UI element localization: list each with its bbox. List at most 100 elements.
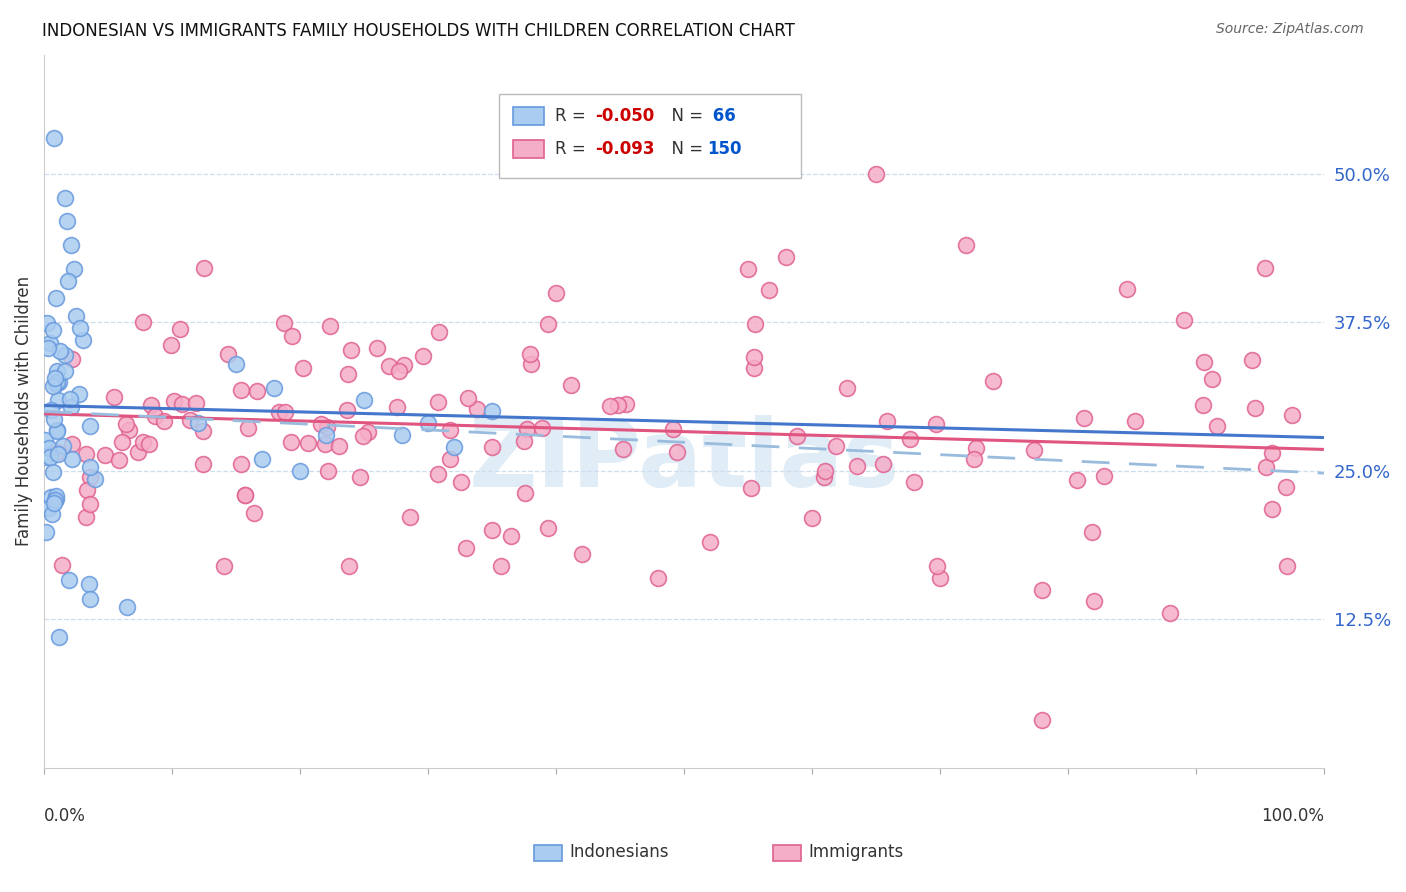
- Point: [606, 398, 628, 412]
- Point: [56, 214, 79, 228]
- Point: [233, 488, 256, 502]
- Point: [58, 573, 80, 587]
- Point: [336, 368, 359, 382]
- Point: [387, 401, 409, 415]
- Point: [111, 435, 134, 450]
- Point: [69, 321, 91, 335]
- Point: [427, 394, 450, 409]
- Point: [537, 318, 560, 332]
- Point: [1066, 474, 1088, 488]
- Point: [328, 439, 350, 453]
- Point: [1092, 469, 1115, 483]
- Point: [1254, 261, 1277, 276]
- Point: [315, 428, 337, 442]
- Point: [876, 415, 898, 429]
- Point: [929, 571, 952, 585]
- Point: [58, 274, 80, 288]
- Point: [1201, 371, 1223, 385]
- Point: [872, 457, 894, 471]
- Point: [439, 452, 461, 467]
- Point: [60, 352, 83, 367]
- Text: -0.093: -0.093: [595, 140, 654, 158]
- Point: [41, 403, 63, 417]
- Point: [699, 535, 721, 549]
- Text: N =: N =: [661, 140, 709, 158]
- Point: [288, 464, 311, 478]
- Point: [530, 421, 553, 435]
- Point: [981, 374, 1004, 388]
- Point: [865, 167, 887, 181]
- Point: [399, 510, 422, 524]
- Point: [79, 496, 101, 510]
- Point: [481, 440, 503, 454]
- Point: [46, 393, 69, 408]
- Point: [281, 329, 304, 343]
- Point: [1081, 524, 1104, 539]
- Point: [103, 390, 125, 404]
- Point: [250, 451, 273, 466]
- Point: [46, 447, 69, 461]
- Point: [1191, 399, 1213, 413]
- Point: [963, 451, 986, 466]
- Point: [44, 496, 66, 510]
- Point: [59, 238, 82, 252]
- Text: 150: 150: [707, 140, 742, 158]
- Text: Source: ZipAtlas.com: Source: ZipAtlas.com: [1216, 22, 1364, 37]
- Point: [60, 437, 83, 451]
- Point: [837, 381, 859, 395]
- Point: [138, 436, 160, 450]
- Point: [45, 489, 67, 503]
- Point: [34, 525, 56, 540]
- Point: [336, 403, 359, 417]
- Point: [79, 592, 101, 607]
- Point: [481, 523, 503, 537]
- Point: [52, 439, 75, 453]
- Point: [34, 433, 56, 447]
- Point: [571, 547, 593, 561]
- Point: [481, 404, 503, 418]
- Point: [127, 444, 149, 458]
- Point: [60, 452, 83, 467]
- Point: [79, 460, 101, 475]
- Point: [454, 541, 477, 556]
- Point: [72, 333, 94, 347]
- Point: [39, 490, 62, 504]
- Point: [392, 359, 415, 373]
- Point: [612, 442, 634, 456]
- Point: [450, 475, 472, 490]
- Point: [292, 360, 315, 375]
- Point: [46, 375, 69, 389]
- Point: [53, 364, 76, 378]
- Point: [1125, 414, 1147, 428]
- Point: [537, 521, 560, 535]
- Point: [75, 447, 97, 461]
- Point: [1115, 282, 1137, 296]
- Point: [314, 436, 336, 450]
- Point: [44, 412, 66, 426]
- Point: [236, 421, 259, 435]
- Point: [737, 261, 759, 276]
- Y-axis label: Family Households with Children: Family Households with Children: [15, 277, 32, 547]
- Point: [544, 285, 567, 300]
- Point: [79, 470, 101, 484]
- Point: [169, 322, 191, 336]
- Point: [1192, 355, 1215, 369]
- Point: [280, 434, 302, 449]
- Point: [513, 434, 536, 448]
- Point: [319, 319, 342, 334]
- Point: [143, 409, 166, 423]
- Point: [388, 364, 411, 378]
- Point: [457, 391, 479, 405]
- Point: [845, 458, 868, 473]
- Point: [1281, 408, 1303, 422]
- Text: R =: R =: [555, 140, 592, 158]
- Point: [740, 481, 762, 495]
- Point: [353, 392, 375, 407]
- Point: [229, 383, 252, 397]
- Point: [45, 491, 67, 506]
- Point: [1275, 480, 1298, 494]
- Point: [46, 423, 69, 437]
- Point: [225, 357, 247, 371]
- Point: [187, 417, 209, 431]
- Point: [825, 439, 848, 453]
